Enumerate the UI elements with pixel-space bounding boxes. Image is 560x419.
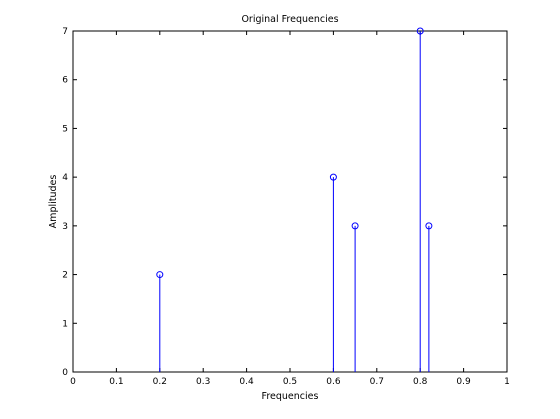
- x-tick-label: 0: [70, 377, 76, 387]
- y-tick-label: 5: [62, 124, 68, 134]
- x-axis-label: Frequencies: [262, 391, 319, 402]
- y-tick-label: 7: [62, 27, 68, 37]
- data-stems: [156, 27, 433, 372]
- x-tick-label: 0.7: [370, 377, 384, 387]
- x-tick-label: 0.8: [413, 377, 428, 387]
- chart-title: Original Frequencies: [241, 14, 338, 25]
- x-tick-label: 0.1: [109, 377, 123, 387]
- y-tick-label: 4: [62, 173, 68, 183]
- stem-marker: [425, 222, 433, 230]
- plot-area: [72, 30, 508, 373]
- stem-marker: [416, 27, 424, 35]
- x-tick-label: 0.9: [456, 377, 471, 387]
- x-tick-label: 0.6: [326, 377, 341, 387]
- y-axis-ticks: 0 1 2 3 4 5 6 7: [62, 27, 507, 378]
- y-tick-label: 2: [62, 271, 68, 281]
- x-tick-label: 0.3: [196, 377, 210, 387]
- y-tick-label: 6: [62, 76, 68, 86]
- y-tick-label: 0: [62, 368, 68, 378]
- stem-marker: [329, 173, 337, 181]
- y-tick-label: 3: [62, 222, 68, 232]
- y-tick-label: 1: [62, 319, 68, 329]
- stem-marker: [156, 271, 164, 279]
- x-tick-label: 0.2: [153, 377, 167, 387]
- x-tick-label: 0.4: [239, 377, 254, 387]
- x-tick-label: 1: [504, 377, 510, 387]
- x-tick-label: 0.5: [283, 377, 297, 387]
- stem-marker: [351, 222, 359, 230]
- y-axis-label: Amplitudes: [48, 175, 59, 229]
